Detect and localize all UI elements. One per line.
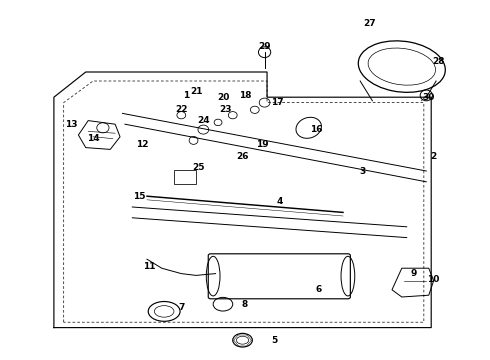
- Text: 14: 14: [87, 134, 99, 143]
- Text: 18: 18: [239, 91, 251, 100]
- Text: 9: 9: [411, 269, 417, 278]
- Text: 2: 2: [431, 152, 437, 161]
- Text: 8: 8: [242, 300, 248, 309]
- Text: 28: 28: [432, 57, 445, 66]
- Text: 22: 22: [175, 105, 188, 114]
- Text: 26: 26: [236, 152, 249, 161]
- Text: 7: 7: [178, 303, 185, 312]
- Text: 27: 27: [364, 19, 376, 28]
- Text: 15: 15: [133, 192, 146, 201]
- Text: 17: 17: [270, 98, 283, 107]
- Text: 6: 6: [316, 285, 321, 294]
- Text: 30: 30: [422, 93, 435, 102]
- Text: 13: 13: [65, 120, 77, 129]
- Text: 10: 10: [427, 275, 440, 284]
- Text: 19: 19: [256, 140, 269, 149]
- Text: 21: 21: [190, 87, 202, 96]
- Text: 16: 16: [310, 125, 322, 134]
- Text: 3: 3: [360, 166, 366, 176]
- Text: 5: 5: [271, 336, 277, 345]
- Text: 11: 11: [143, 262, 156, 271]
- Text: 29: 29: [258, 42, 271, 51]
- Text: 4: 4: [276, 197, 283, 206]
- Text: 12: 12: [136, 140, 148, 149]
- Text: 23: 23: [219, 105, 232, 114]
- Text: 25: 25: [192, 163, 205, 172]
- Text: 1: 1: [183, 91, 189, 100]
- Text: 24: 24: [197, 116, 210, 125]
- Text: 20: 20: [217, 93, 229, 102]
